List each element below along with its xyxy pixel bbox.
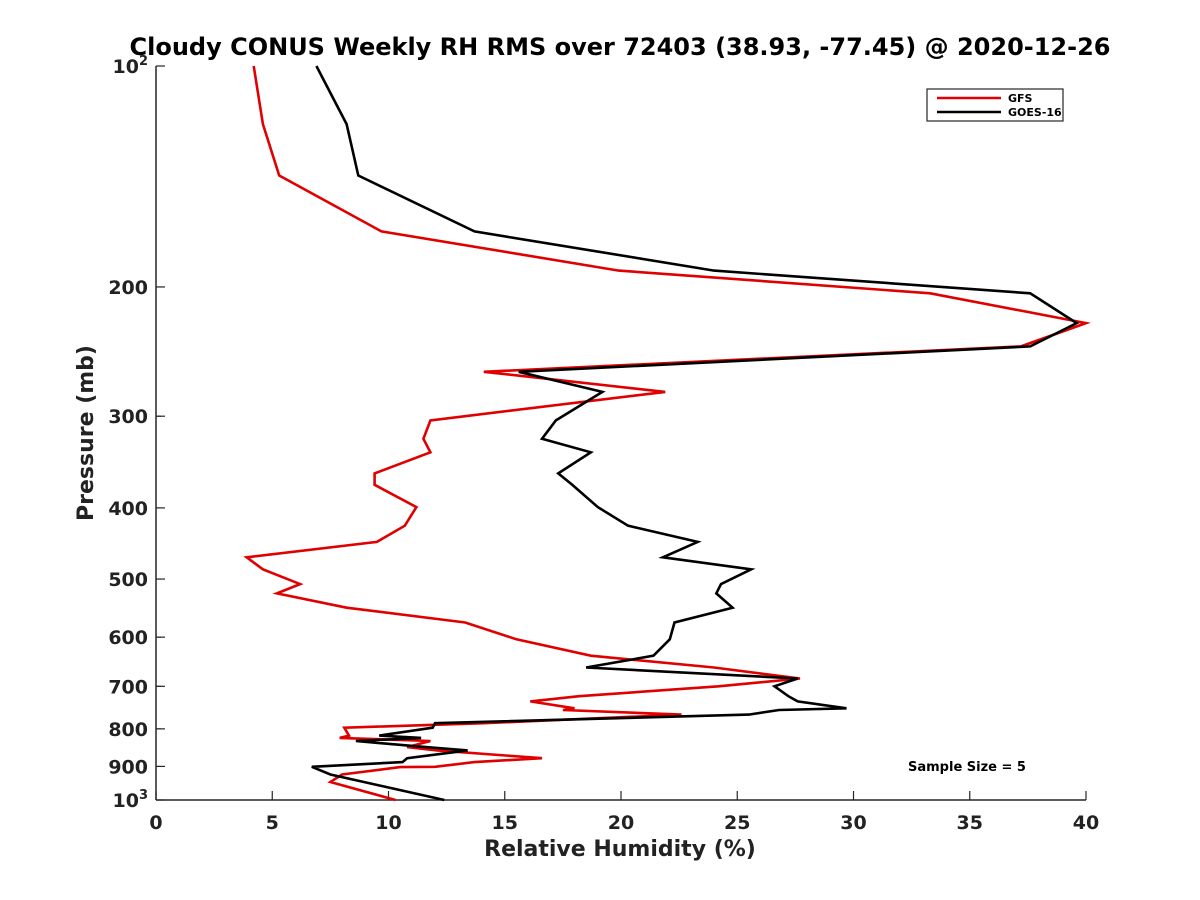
y-tick-label: 102 [113, 54, 149, 78]
x-tick-label: 0 [149, 812, 162, 834]
y-tick-label: 200 [108, 277, 148, 299]
x-tick-label: 40 [1073, 812, 1099, 834]
y-tick-label: 400 [108, 498, 148, 520]
y-tick-label: 103 [113, 788, 149, 812]
x-tick-label: 10 [375, 812, 401, 834]
y-tick-label: 700 [108, 676, 148, 698]
series-line-goes-16 [311, 65, 1080, 802]
y-tick-label: 800 [108, 719, 148, 741]
y-tick-label: 300 [108, 406, 148, 428]
x-tick-label: 35 [957, 812, 983, 834]
chart-title: Cloudy CONUS Weekly RH RMS over 72403 (3… [130, 33, 1111, 61]
x-tick-label: 5 [266, 812, 279, 834]
x-tick-label: 25 [724, 812, 750, 834]
y-tick-label: 600 [108, 627, 148, 649]
plot-area: 0 5 10 15 20 25 30 35 40 102 200 300 400 500 600 700 800… [108, 54, 1099, 834]
legend-label-gfs: GFS [1008, 92, 1033, 105]
x-axis-label: Relative Humidity (%) [484, 837, 756, 862]
x-tick-label: 20 [608, 812, 634, 834]
y-tick-label: 500 [108, 569, 148, 591]
y-axis-label: Pressure (mb) [74, 345, 99, 521]
sample-size-annotation: Sample Size = 5 [908, 760, 1026, 775]
legend-label-goes-16: GOES-16 [1008, 106, 1062, 119]
x-tick-label: 15 [492, 812, 518, 834]
y-tick-label: 900 [108, 756, 148, 778]
x-tick-label: 30 [840, 812, 866, 834]
series-line-gfs [243, 65, 1091, 802]
legend-box [926, 88, 1064, 122]
